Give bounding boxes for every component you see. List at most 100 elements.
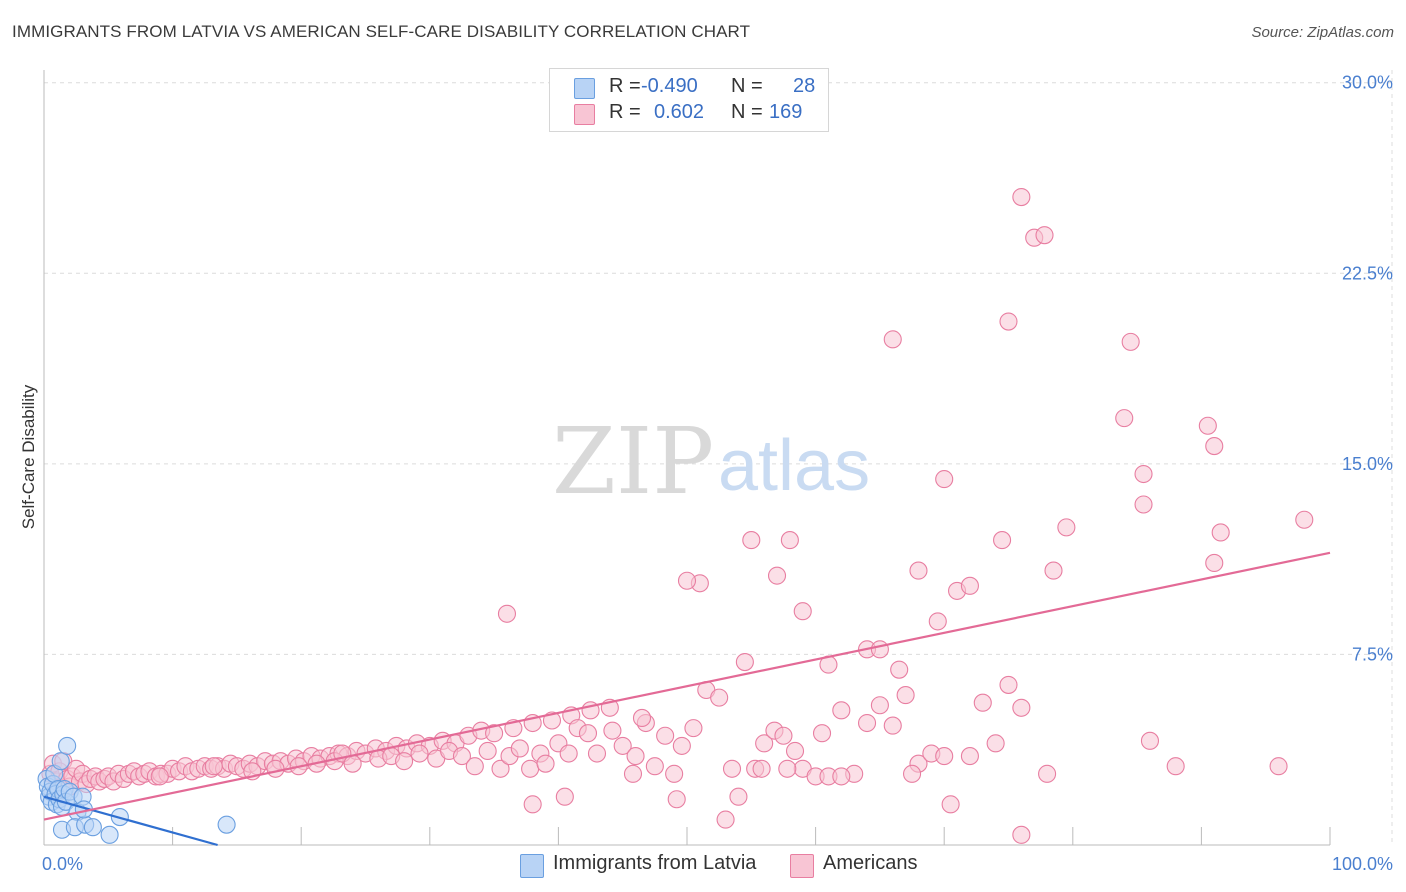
latvia-trend-line [43, 795, 218, 847]
americans-point [491, 759, 510, 778]
tick-labels: 7.5% 15.0% 22.5% 30.0% 0.0% 100.0% [42, 73, 1393, 874]
americans-point [1134, 464, 1153, 484]
americans-point [150, 767, 169, 786]
americans-point [902, 764, 922, 783]
americans-point [1044, 561, 1063, 580]
americans-point [780, 531, 799, 550]
americans-point [993, 531, 1012, 550]
americans-point [986, 734, 1005, 753]
americans-trend-line [43, 551, 1331, 821]
americans-point [497, 604, 517, 623]
americans-point [1166, 757, 1185, 776]
americans-point [1295, 510, 1314, 529]
americans-swatch-icon [574, 104, 595, 125]
americans-point [1057, 518, 1076, 537]
legend-r-value: -0.490 [641, 75, 698, 97]
americans-point [735, 652, 754, 672]
americans-point [626, 747, 645, 766]
y-tick-label: 30.0% [1342, 73, 1393, 93]
americans-point [485, 724, 504, 743]
source-label: Source: ZipAtlas.com [1251, 24, 1394, 41]
americans-point [1012, 187, 1031, 207]
latvia-point [58, 736, 77, 755]
americans-legend-label: Americans [823, 852, 918, 874]
americans-point [672, 736, 691, 755]
americans-point [710, 688, 729, 707]
americans-point [603, 721, 622, 740]
latvia-point [217, 815, 236, 834]
americans-point [656, 726, 675, 745]
y-tick-label: 22.5% [1342, 263, 1393, 283]
americans-point [632, 708, 652, 728]
americans-point [587, 744, 607, 763]
americans-point [555, 787, 574, 806]
americans-point [410, 744, 429, 763]
americans-point [1211, 523, 1230, 542]
legend-r-label: R = [609, 101, 641, 123]
legend-r-value: 0.602 [654, 101, 705, 123]
americans-point [1012, 698, 1031, 717]
americans-point [883, 330, 902, 349]
americans-point [832, 701, 851, 720]
americans-point [536, 754, 555, 773]
latvia-swatch-icon [574, 78, 595, 99]
stats-legend: R = -0.490 N = 28 R = 0.602 N = 169 [549, 68, 829, 132]
americans-point [645, 757, 664, 776]
americans-point [1012, 825, 1031, 844]
americans-point [999, 312, 1018, 331]
americans-point [1140, 731, 1160, 750]
americans-point [909, 561, 928, 580]
watermark-zip: ZIP [552, 408, 714, 515]
trend-lines [43, 551, 1331, 847]
americans-point [465, 757, 484, 776]
latvia-legend-label: Immigrants from Latvia [553, 852, 757, 874]
americans-point [521, 759, 540, 778]
latvia-point [83, 818, 102, 837]
latvia-point [51, 752, 70, 771]
americans-point [742, 531, 761, 550]
americans-point [1035, 226, 1054, 245]
americans-point [204, 757, 223, 776]
americans-point [559, 744, 578, 763]
latvia-points [37, 736, 236, 844]
americans-point [1115, 409, 1134, 428]
x-tick-label-left: 0.0% [42, 854, 83, 874]
americans-point [935, 470, 954, 489]
legend-n-value: 169 [769, 101, 803, 123]
americans-point [785, 741, 805, 761]
americans-point [1198, 416, 1217, 435]
legend-r-label: R = [609, 75, 641, 97]
americans-point [870, 696, 889, 715]
americans-point [623, 764, 643, 783]
americans-point [812, 724, 832, 743]
latvia-point [100, 825, 119, 844]
americans-point [941, 795, 960, 814]
y-tick-label: 7.5% [1352, 644, 1393, 664]
americans-point [793, 602, 812, 621]
legend-n-value: 28 [793, 75, 816, 97]
watermark-atlas: atlas [718, 426, 870, 506]
americans-point [510, 739, 529, 758]
americans-point [523, 795, 542, 814]
americans-point [870, 640, 889, 659]
americans-point [755, 734, 774, 753]
americans-point [960, 747, 979, 766]
americans-point [857, 713, 877, 733]
americans-point [478, 741, 497, 761]
x-tick-label-right: 100.0% [1332, 854, 1393, 874]
americans-point [395, 752, 414, 771]
americans-point [1269, 757, 1288, 776]
americans-point [665, 764, 684, 783]
axes [43, 70, 1331, 846]
chart-title: IMMIGRANTS FROM LATVIA VS AMERICAN SELF-… [12, 22, 751, 41]
grid-lines [44, 70, 1393, 845]
watermark: ZIP atlas [552, 408, 870, 515]
y-axis-label: Self-Care Disability [19, 384, 38, 529]
americans-point [896, 686, 915, 705]
americans-point [722, 759, 742, 778]
americans-point [667, 790, 686, 809]
americans-point [1205, 437, 1224, 456]
americans-point [778, 759, 797, 778]
americans-point [542, 711, 562, 730]
americans-legend-icon [790, 854, 814, 878]
